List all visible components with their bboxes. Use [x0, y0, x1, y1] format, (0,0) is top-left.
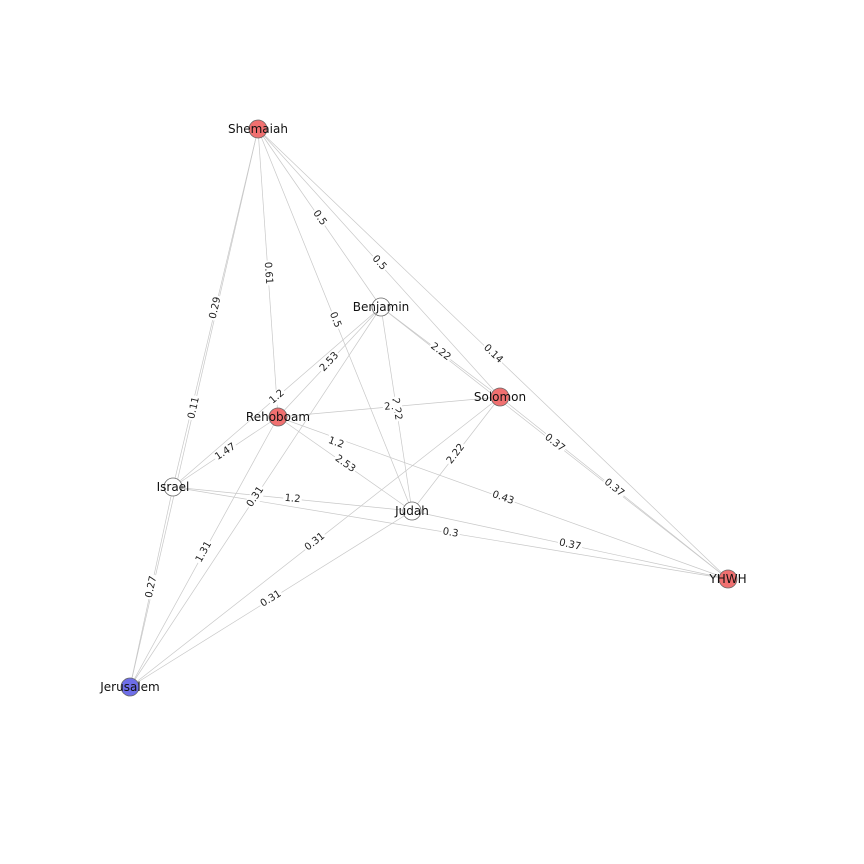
node-label: Solomon: [474, 390, 526, 404]
node-label: Shemaiah: [228, 122, 288, 136]
edge-label-rehoboam-judah: 2.53: [331, 451, 359, 477]
node-label: Israel: [157, 480, 190, 494]
edge-label-benjamin-israel: 1.2: [266, 386, 288, 408]
edge-label-background: [382, 400, 396, 414]
edge-label-background: [309, 206, 330, 230]
edge-weight-label: 2.: [384, 401, 394, 413]
edge-weight-label: 1.2: [267, 388, 286, 407]
node-label: Judah: [394, 504, 429, 518]
node-circle[interactable]: [371, 297, 391, 317]
node-yhwh[interactable]: YHWH: [708, 569, 747, 589]
edge-label-background: [261, 260, 275, 286]
edge-label-background: [266, 386, 288, 408]
node-circle[interactable]: [163, 477, 183, 497]
node-label: Benjamin: [353, 300, 410, 314]
edge-weight-label: 0.29: [208, 296, 224, 320]
node-circle[interactable]: [120, 677, 140, 697]
nodes-layer: Shemaiah Benjamin Solomon Rehoboam Israel Jud…: [99, 119, 747, 697]
node-label: Jerusalem: [99, 680, 159, 694]
edge-label-benjamin-jerusalem: 0.31: [243, 483, 268, 511]
edge-label-background: [282, 492, 303, 506]
node-circle[interactable]: [490, 387, 510, 407]
edge-label-israel-judah: 1.2: [282, 492, 303, 506]
edge-label-background: [143, 573, 160, 601]
edge-label-shemaiah-benjamin: 0.5: [309, 206, 330, 230]
node-circle[interactable]: [268, 407, 288, 427]
edge-label-background: [331, 451, 359, 477]
edge-label-solomon-jerusalem: 0.31: [301, 529, 329, 555]
edge-label-background: [257, 587, 285, 611]
edge-label-background: [301, 529, 329, 555]
edges-layer: [129, 128, 729, 688]
edge-label-background: [211, 440, 240, 464]
edge-label-solomon-judah: 2.22: [443, 440, 469, 468]
node-label: Rehoboam: [246, 410, 310, 424]
edge-label-background: [479, 341, 507, 367]
edge-label-background: [600, 475, 628, 501]
edge-label-background: [556, 536, 584, 554]
edge-labels-layer: 0.290.610.50.50.50.140.112.222.221.22.53…: [143, 206, 628, 611]
edge-label-background: [243, 483, 268, 511]
node-label: YHWH: [708, 572, 746, 586]
edge-label-judah-jerusalem: 0.31: [257, 587, 285, 611]
edge-label-background: [206, 294, 225, 322]
edge-label-background: [440, 525, 461, 541]
edge-weight-label: 1.2: [327, 435, 346, 451]
node-circle[interactable]: [248, 119, 268, 139]
node-rehoboam[interactable]: Rehoboam: [246, 407, 310, 427]
edge-label-shemaiah-solomon: 0.5: [368, 252, 390, 274]
node-judah[interactable]: Judah: [394, 501, 429, 521]
edge-weight-label: 1.2: [284, 493, 301, 506]
edge-label-israel-yhwh: 0.3: [440, 525, 461, 541]
edge-weight-label: 0.61: [262, 262, 275, 285]
edge-label-shemaiah-judah: 0.5: [325, 309, 345, 331]
edge-label-background: [489, 488, 517, 508]
node-circle[interactable]: [402, 501, 422, 521]
edge-weight-label: 0.37: [558, 537, 582, 552]
edge-label-israel-jerusalem: 0.27: [143, 573, 160, 601]
edge-label-background: [316, 348, 343, 376]
edge-weight-label: 0.5: [370, 253, 389, 272]
edge-label-background: [192, 538, 216, 566]
edge-weight-label: 0.27: [144, 575, 159, 599]
edge-label-shemaiah-jerusalem: 0.11: [185, 394, 203, 422]
edge-label-background: [368, 252, 390, 274]
edge-label-shemaiah-rehoboam: 0.61: [261, 260, 275, 286]
edge-weight-label: 1.31: [194, 540, 214, 565]
edge-label-background: [443, 440, 469, 468]
node-benjamin[interactable]: Benjamin: [353, 297, 410, 317]
edge-label-background: [325, 309, 345, 331]
node-jerusalem[interactable]: Jerusalem: [99, 677, 160, 697]
edge-label-rehoboam-israel: 1.47: [211, 440, 240, 464]
edge-label-shemaiah-israel: 0.29: [206, 294, 225, 322]
edge-weight-label: 0.11: [186, 396, 202, 420]
edge-label-rehoboam-judah2: 1.2: [325, 434, 347, 452]
edge-label-background: [541, 430, 568, 456]
edge-label-rehoboam-yhwh: 0.43: [489, 488, 517, 508]
node-israel[interactable]: Israel: [157, 477, 190, 497]
edge-label-background: [426, 339, 455, 365]
edge-label-solomon-rehoboam: 2.: [382, 400, 396, 414]
edge-label-rehoboam-jerusalem: 1.31: [192, 538, 216, 566]
node-circle[interactable]: [718, 569, 738, 589]
node-solomon[interactable]: Solomon: [474, 387, 526, 407]
edge-weight-label: 0.3: [442, 526, 459, 539]
edge-label-background: [185, 394, 203, 422]
edge-label-background: [325, 434, 347, 452]
edge-label-judah-yhwh: 0.37: [556, 536, 584, 554]
edge-label-benjamin-solomon: 2.22: [426, 339, 455, 365]
node-shemaiah[interactable]: Shemaiah: [228, 119, 288, 139]
edge-label-benjamin-yhwh: 0.37: [541, 430, 568, 456]
